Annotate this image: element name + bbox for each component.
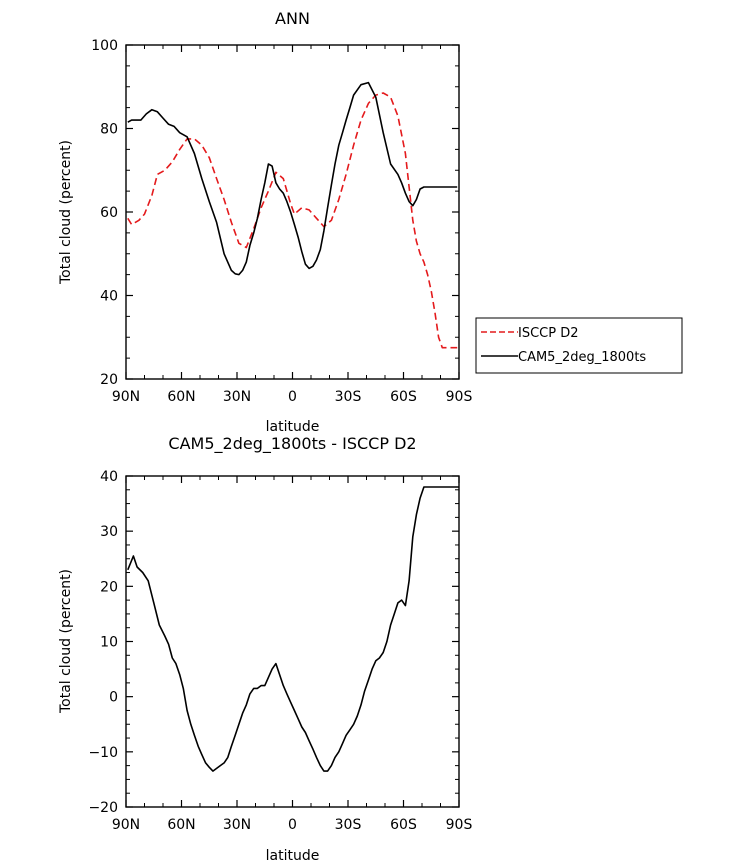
top-ytick-label: 20 bbox=[100, 372, 118, 388]
bottom-ytick-label: −10 bbox=[88, 745, 118, 761]
top-ytick-label: 60 bbox=[100, 205, 118, 221]
top-chart-title: ANN bbox=[275, 9, 310, 28]
bottom-xtick-label: 60S bbox=[390, 817, 417, 833]
legend-label-cam5: CAM5_2deg_1800ts bbox=[518, 350, 646, 365]
bottom-series-group bbox=[127, 486, 459, 772]
bottom-plot-frame bbox=[125, 475, 460, 808]
bottom-ytick-label: 0 bbox=[109, 690, 118, 706]
top-x-axis-label: latitude bbox=[266, 419, 320, 435]
top-plot-frame bbox=[125, 44, 460, 380]
top-series-line-cam5-2deg-1800ts bbox=[127, 81, 458, 276]
bottom-ytick-label: 20 bbox=[100, 579, 118, 595]
top-panel: ANN 20 40 60 80 100 90N 60N 30N 0 30S 60S 90S latit… bbox=[58, 9, 683, 435]
bottom-series-line-difference bbox=[127, 486, 459, 772]
top-xtick-label: 90S bbox=[446, 389, 473, 405]
legend: ISCCP D2 CAM5_2deg_1800ts bbox=[475, 317, 683, 374]
top-ytick-label: 80 bbox=[100, 122, 118, 138]
bottom-xtick-label: 30N bbox=[223, 817, 251, 833]
bottom-panel: CAM5_2deg_1800ts - ISCCP D2 −20 −10 0 10 20 3… bbox=[58, 434, 472, 864]
bottom-xtick-label: 90S bbox=[446, 817, 473, 833]
top-xtick-label: 30N bbox=[223, 389, 251, 405]
legend-box bbox=[475, 317, 683, 374]
bottom-ytick-label: 40 bbox=[100, 469, 118, 485]
legend-label-isccp: ISCCP D2 bbox=[518, 326, 579, 341]
top-xtick-label: 90N bbox=[112, 389, 140, 405]
bottom-ytick-label: 10 bbox=[100, 635, 118, 651]
bottom-y-axis-label: Total cloud (percent) bbox=[58, 569, 74, 714]
top-xtick-label: 0 bbox=[288, 389, 297, 405]
top-ticks: 20 40 60 80 100 90N 60N 30N 0 30S 60S 90S bbox=[91, 38, 472, 405]
top-y-axis-label: Total cloud (percent) bbox=[58, 140, 74, 285]
top-ytick-label: 40 bbox=[100, 289, 118, 305]
top-xtick-label: 30S bbox=[335, 389, 362, 405]
bottom-x-axis-label: latitude bbox=[266, 848, 320, 864]
bottom-xtick-label: 90N bbox=[112, 817, 140, 833]
bottom-ytick-label: 30 bbox=[100, 524, 118, 540]
top-xtick-label: 60N bbox=[167, 389, 195, 405]
bottom-xtick-label: 0 bbox=[288, 817, 297, 833]
bottom-xtick-label: 60N bbox=[167, 817, 195, 833]
bottom-xtick-label: 30S bbox=[335, 817, 362, 833]
bottom-chart-title: CAM5_2deg_1800ts - ISCCP D2 bbox=[168, 434, 416, 454]
bottom-ticks: −20 −10 0 10 20 30 40 90N 60N 30N 0 30S 60S 90S bbox=[88, 469, 472, 833]
top-xtick-label: 60S bbox=[390, 389, 417, 405]
top-ytick-label: 100 bbox=[91, 38, 118, 54]
bottom-ytick-label: −20 bbox=[88, 800, 118, 816]
top-series-line-isccp-d2 bbox=[127, 92, 458, 349]
top-series-group bbox=[127, 81, 458, 349]
